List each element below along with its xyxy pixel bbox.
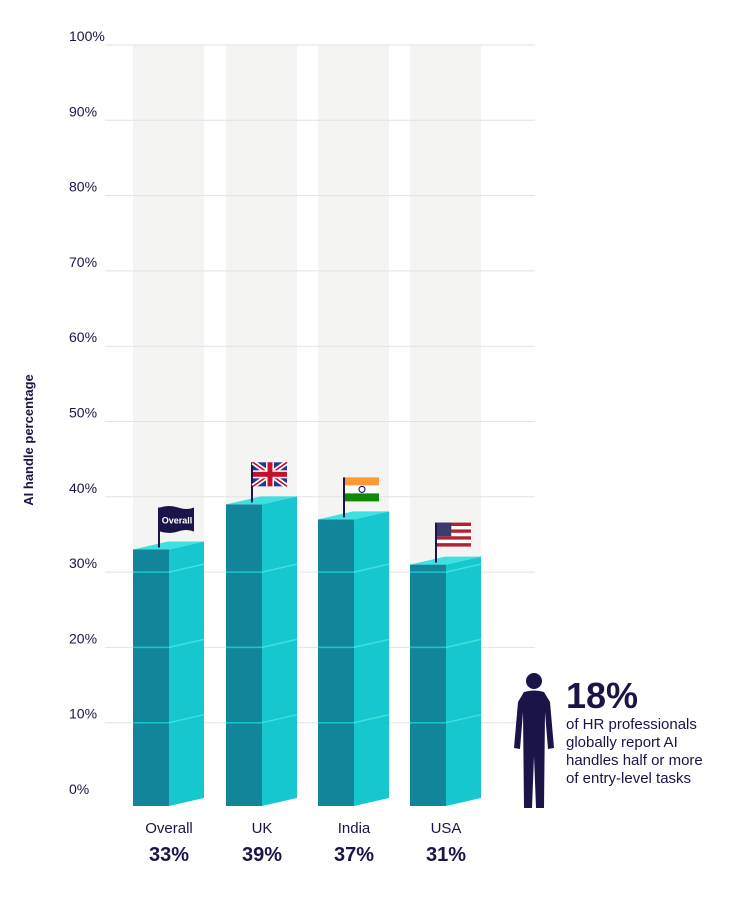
bar-segment-line	[168, 563, 205, 573]
bar-segment-line	[353, 713, 390, 724]
flags: Overall	[158, 460, 471, 563]
bar-front-face	[226, 504, 262, 806]
y-tick-label: 0%	[69, 781, 89, 797]
y-tick-label: 90%	[69, 103, 97, 119]
flag-usa-stripe	[437, 543, 471, 547]
bar-top-face	[226, 496, 297, 505]
bar-value-label: 37%	[334, 844, 374, 866]
bar-side-face	[169, 541, 204, 806]
y-tick-label: 100%	[69, 28, 105, 44]
y-axis-label: AI handle percentage	[21, 374, 36, 505]
bar-segment-line	[261, 638, 298, 649]
flag-usa-stripe	[437, 522, 471, 526]
flag-usa	[435, 522, 471, 563]
bar-uk	[226, 496, 298, 806]
bar-overall	[133, 541, 205, 806]
y-tick-label: 80%	[69, 179, 97, 195]
bars	[133, 496, 482, 806]
bar-segment-line	[261, 563, 298, 573]
flag-india-saffron	[345, 477, 379, 486]
y-tick-label: 20%	[69, 630, 97, 646]
stat-value: 18%	[566, 675, 639, 716]
stat-description: of HR professionals globally report AI h…	[566, 716, 748, 788]
flag-cloth	[160, 506, 194, 534]
bar-segment-line	[445, 563, 482, 573]
flag-overall: Overall	[158, 506, 194, 548]
flag-usa-stripe	[437, 525, 471, 530]
y-tick-label: 60%	[69, 329, 97, 345]
flag-india-white	[345, 485, 379, 494]
x-category-label: UK	[252, 820, 273, 837]
bar-front-face	[410, 564, 446, 806]
bar-segment-line	[261, 713, 298, 724]
stat-line: globally report AI	[566, 734, 678, 751]
bar-segment-line	[445, 713, 482, 724]
y-axis-ticks: 0% 10% 20% 30% 40% 50% 60% 70% 80% 90% 100%	[69, 28, 105, 797]
flag-india-green	[345, 493, 379, 502]
bar-top-face	[410, 556, 481, 565]
bar-top-face	[133, 541, 204, 550]
y-tick-label: 50%	[69, 405, 97, 421]
flag-usa-stripe	[437, 536, 471, 540]
bar-segment-line	[168, 713, 205, 724]
bar-usa	[410, 556, 482, 806]
bar-segment-line	[353, 563, 390, 573]
bar-side-face	[262, 496, 297, 806]
bar-segment-line	[353, 638, 390, 649]
bar-india	[318, 511, 390, 806]
bar-side-face	[354, 511, 389, 806]
stat-line: of entry-level tasks	[566, 770, 692, 787]
bar-value-label: 39%	[242, 844, 282, 866]
x-category-label: India	[338, 820, 371, 837]
y-tick-label: 40%	[69, 480, 97, 496]
flag-usa-stripe	[437, 532, 471, 537]
bar-top-face	[318, 511, 389, 520]
x-category-label: USA	[431, 820, 462, 837]
flag-label: Overall	[162, 516, 193, 526]
flag-india-chakra	[358, 485, 366, 493]
bar-value-label: 33%	[149, 844, 189, 866]
flag-india	[343, 477, 379, 518]
bar-value-label: 31%	[426, 844, 466, 866]
flag-usa-stripe	[437, 529, 471, 533]
bar-front-face	[133, 549, 169, 806]
bar-front-face	[318, 519, 354, 806]
flag-uk-cross-red	[253, 471, 287, 477]
flag-usa-stripe	[437, 539, 471, 544]
bar-segment-line	[168, 638, 205, 649]
stat-line: handles half or more	[566, 752, 703, 769]
stat-line: of HR professionals	[566, 716, 697, 733]
x-category-label: Overall	[145, 820, 193, 837]
y-tick-label: 30%	[69, 555, 97, 571]
y-tick-label: 70%	[69, 254, 97, 270]
y-tick-label: 10%	[69, 706, 97, 722]
flag-usa-canton	[437, 522, 452, 537]
bar-side-face	[446, 556, 481, 806]
person-icon	[514, 673, 554, 808]
bar-segment-line	[445, 638, 482, 649]
flag-uk	[251, 460, 289, 503]
x-axis-labels: Overall 33% UK 39% India 37% USA 31%	[145, 820, 466, 866]
